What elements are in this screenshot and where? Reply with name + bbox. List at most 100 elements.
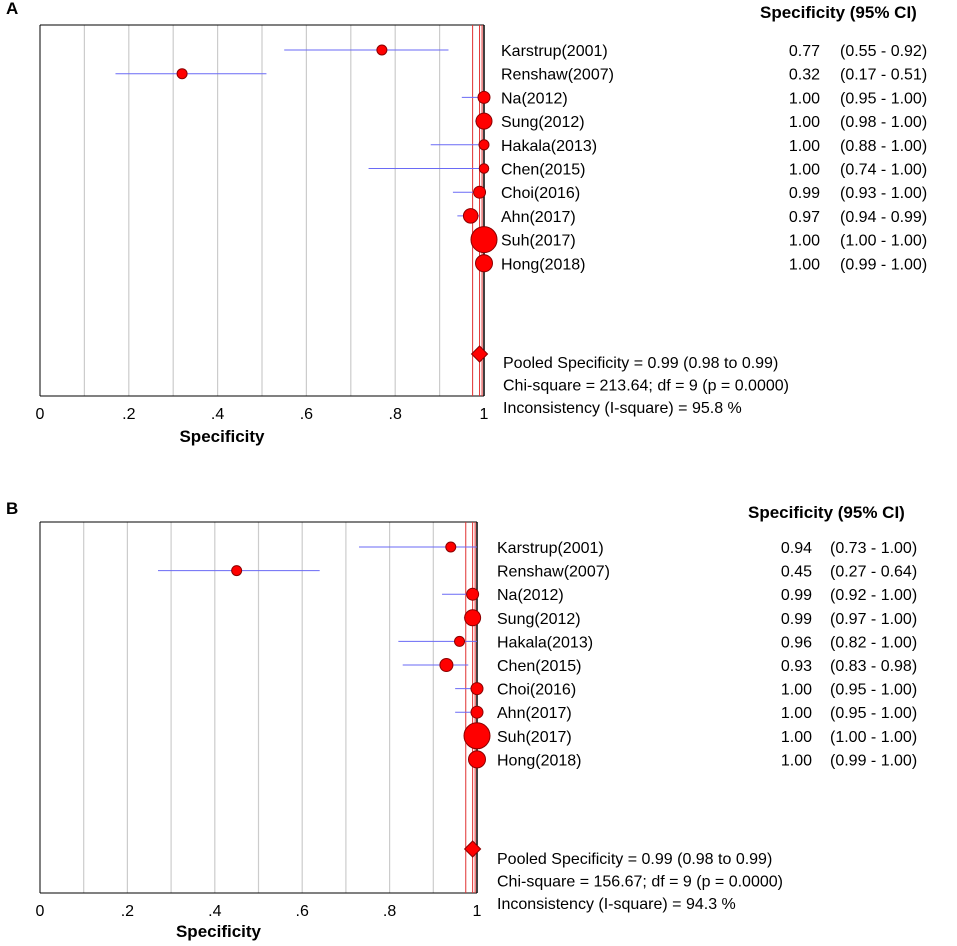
summary-statistic: Inconsistency (I-square) = 94.3 % xyxy=(497,896,736,913)
study-ci: (0.27 - 0.64) xyxy=(830,564,917,581)
study-estimate: 1.00 xyxy=(789,233,820,250)
x-axis-label: Specificity xyxy=(176,922,262,941)
study-estimate: 0.94 xyxy=(781,540,812,557)
study-ci: (0.99 - 1.00) xyxy=(840,256,927,273)
study-estimate: 1.00 xyxy=(781,682,812,699)
study-marker xyxy=(376,44,388,56)
pooled-diamond xyxy=(463,840,482,858)
study-name: Sung(2012) xyxy=(501,114,585,131)
x-tick-label: .8 xyxy=(383,903,396,920)
study-ci: (0.99 - 1.00) xyxy=(830,752,917,769)
study-estimate: 0.93 xyxy=(781,658,812,675)
study-name: Na(2012) xyxy=(497,587,564,604)
study-name: Renshaw(2007) xyxy=(497,564,610,581)
study-marker xyxy=(176,68,188,80)
panel-a: A 0 .2 .4 .6 .8 1 Specificity Specificity (95% C… xyxy=(6,0,927,446)
study-estimate: 1.00 xyxy=(789,90,820,107)
study-estimate: 1.00 xyxy=(781,705,812,722)
study-marker xyxy=(473,185,487,199)
panel-b: B 0 .2 .4 .6 .8 1 Specificity Specificity (95% C… xyxy=(6,499,917,941)
study-estimate: 0.99 xyxy=(781,611,812,628)
study-name: Renshaw(2007) xyxy=(501,67,614,84)
panel-letter: B xyxy=(6,499,18,518)
x-tick-label: .2 xyxy=(121,903,134,920)
study-estimate: 1.00 xyxy=(789,114,820,131)
x-tick-label: .4 xyxy=(208,903,221,920)
study-name: Karstrup(2001) xyxy=(497,540,604,557)
study-marker xyxy=(478,163,490,174)
x-tick-label: 1 xyxy=(473,903,482,920)
study-marker xyxy=(464,609,482,627)
x-tick-label: 0 xyxy=(36,406,45,423)
summary-statistic: Pooled Specificity = 0.99 (0.98 to 0.99) xyxy=(503,355,778,372)
study-marker xyxy=(439,658,454,672)
study-ci: (1.00 - 1.00) xyxy=(830,729,917,746)
study-ci: (1.00 - 1.00) xyxy=(840,233,927,250)
study-estimate: 0.99 xyxy=(789,185,820,202)
study-marker xyxy=(466,587,480,601)
study-ci: (0.93 - 1.00) xyxy=(840,185,927,202)
study-marker xyxy=(231,565,243,577)
study-name: Ahn(2017) xyxy=(501,209,576,226)
study-estimate: 1.00 xyxy=(789,256,820,273)
study-estimate: 0.32 xyxy=(789,67,820,84)
study-name: Hong(2018) xyxy=(497,752,582,769)
study-ci: (0.74 - 1.00) xyxy=(840,162,927,179)
study-estimate: 1.00 xyxy=(781,729,812,746)
summary-statistic: Pooled Specificity = 0.99 (0.98 to 0.99) xyxy=(497,851,772,868)
study-ci: (0.17 - 0.51) xyxy=(840,67,927,84)
study-marker xyxy=(470,705,484,719)
study-estimate: 0.97 xyxy=(789,209,820,226)
study-name: Hakala(2013) xyxy=(501,138,597,155)
study-name: Hong(2018) xyxy=(501,256,586,273)
study-ci: (0.95 - 1.00) xyxy=(840,90,927,107)
x-tick-label: .6 xyxy=(300,406,313,423)
study-marker xyxy=(454,635,466,647)
study-ci: (0.88 - 1.00) xyxy=(840,138,927,155)
panel-letter: A xyxy=(6,0,18,18)
x-tick-label: .8 xyxy=(389,406,402,423)
study-marker xyxy=(477,90,491,104)
study-ci: (0.95 - 1.00) xyxy=(830,705,917,722)
study-marker xyxy=(475,254,493,273)
study-ci: (0.98 - 1.00) xyxy=(840,114,927,131)
study-estimate: 1.00 xyxy=(789,162,820,179)
study-marker xyxy=(478,139,490,151)
study-ci: (0.83 - 0.98) xyxy=(830,658,917,675)
study-estimate: 0.99 xyxy=(781,587,812,604)
column-header: Specificity (95% CI) xyxy=(760,3,917,22)
study-ci: (0.82 - 1.00) xyxy=(830,634,917,651)
study-name: Ahn(2017) xyxy=(497,705,572,722)
study-ci: (0.94 - 0.99) xyxy=(840,209,927,226)
x-tick-label: .4 xyxy=(211,406,224,423)
study-name: Na(2012) xyxy=(501,90,568,107)
x-tick-label: 0 xyxy=(36,903,45,920)
study-name: Hakala(2013) xyxy=(497,634,593,651)
study-marker xyxy=(475,112,493,130)
study-name: Choi(2016) xyxy=(497,682,576,699)
study-name: Suh(2017) xyxy=(501,233,576,250)
study-name: Suh(2017) xyxy=(497,729,572,746)
x-axis-label: Specificity xyxy=(179,427,265,446)
pooled-diamond xyxy=(470,345,489,363)
summary-statistic: Chi-square = 213.64; df = 9 (p = 0.0000) xyxy=(503,378,789,395)
study-marker xyxy=(445,541,457,553)
x-tick-label: .2 xyxy=(122,406,135,423)
study-estimate: 0.45 xyxy=(781,564,812,581)
summary-statistic: Chi-square = 156.67; df = 9 (p = 0.0000) xyxy=(497,874,783,891)
column-header: Specificity (95% CI) xyxy=(748,503,905,522)
study-marker xyxy=(468,750,486,769)
x-tick-label: .6 xyxy=(296,903,309,920)
study-ci: (0.55 - 0.92) xyxy=(840,43,927,60)
study-marker xyxy=(463,722,491,750)
study-estimate: 0.77 xyxy=(789,43,820,60)
study-ci: (0.73 - 1.00) xyxy=(830,540,917,557)
x-tick-label: 1 xyxy=(480,406,489,423)
study-marker xyxy=(462,208,479,224)
study-marker xyxy=(470,682,484,696)
study-estimate: 0.96 xyxy=(781,634,812,651)
study-estimate: 1.00 xyxy=(789,138,820,155)
study-ci: (0.97 - 1.00) xyxy=(830,611,917,628)
study-estimate: 1.00 xyxy=(781,752,812,769)
